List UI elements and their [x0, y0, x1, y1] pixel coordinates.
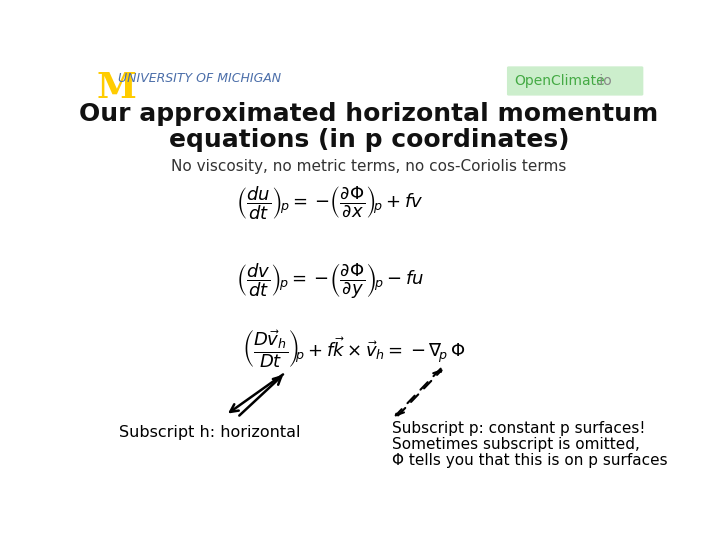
Text: OpenClimate: OpenClimate: [515, 74, 606, 88]
Text: $\left(\dfrac{du}{dt}\right)_{\!p} = -\!\left(\dfrac{\partial\Phi}{\partial x}\r: $\left(\dfrac{du}{dt}\right)_{\!p} = -\!…: [236, 184, 424, 222]
FancyBboxPatch shape: [507, 66, 644, 96]
Text: $\left(\dfrac{dv}{dt}\right)_{\!p} = -\!\left(\dfrac{\partial\Phi}{\partial y}\r: $\left(\dfrac{dv}{dt}\right)_{\!p} = -\!…: [236, 261, 425, 301]
Text: No viscosity, no metric terms, no cos-Coriolis terms: No viscosity, no metric terms, no cos-Co…: [171, 159, 567, 174]
Text: Subscript p: constant p surfaces!: Subscript p: constant p surfaces!: [392, 421, 646, 436]
Text: M: M: [96, 71, 136, 105]
Text: $\left(\dfrac{D\vec{v}_h}{Dt}\right)_{\!\!p} + f\vec{k}\times\vec{v}_h = -\nabla: $\left(\dfrac{D\vec{v}_h}{Dt}\right)_{\!…: [242, 329, 465, 370]
Text: UNIVERSITY OF MICHIGAN: UNIVERSITY OF MICHIGAN: [118, 72, 281, 85]
Text: equations (in p coordinates): equations (in p coordinates): [168, 128, 570, 152]
Text: Sometimes subscript is omitted,: Sometimes subscript is omitted,: [392, 437, 640, 451]
Text: .io: .io: [595, 74, 612, 88]
Text: Our approximated horizontal momentum: Our approximated horizontal momentum: [79, 102, 659, 126]
Text: Φ tells you that this is on p surfaces: Φ tells you that this is on p surfaces: [392, 453, 668, 468]
Text: Subscript h: horizontal: Subscript h: horizontal: [120, 425, 301, 440]
